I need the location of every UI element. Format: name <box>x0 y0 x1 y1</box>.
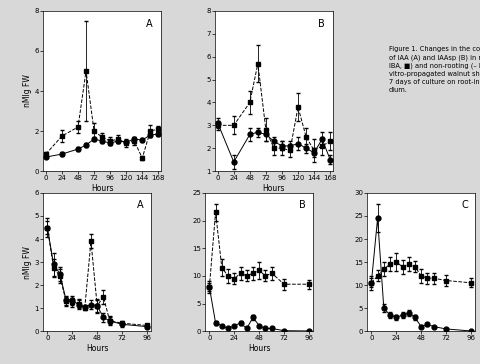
Y-axis label: nMlg FW: nMlg FW <box>23 246 32 278</box>
X-axis label: Hours: Hours <box>248 344 270 353</box>
X-axis label: Hours: Hours <box>263 184 285 193</box>
X-axis label: Hours: Hours <box>91 184 113 193</box>
Text: B: B <box>318 19 324 29</box>
Text: Figure 1. Changes in the concentrations
of IAA (A) and IAAsp (B) in rooting (+
I: Figure 1. Changes in the concentrations … <box>389 46 480 93</box>
Text: C: C <box>461 200 468 210</box>
Y-axis label: nMlg FW: nMlg FW <box>23 75 32 107</box>
Text: A: A <box>146 19 152 29</box>
X-axis label: Hours: Hours <box>86 344 108 353</box>
Text: B: B <box>299 200 306 210</box>
Text: A: A <box>137 200 144 210</box>
